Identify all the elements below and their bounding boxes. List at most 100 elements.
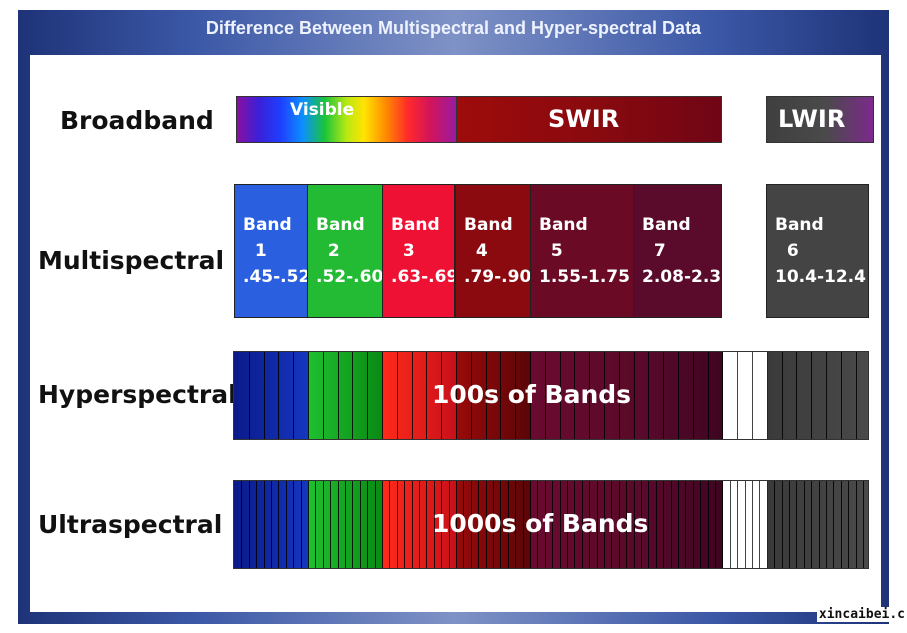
ultraspectral-divider: [574, 481, 576, 568]
row-label-ultraspectral: Ultraspectral: [38, 510, 223, 539]
ultraspectral-divider: [663, 481, 665, 568]
hyperspectral-segment: [456, 352, 531, 439]
ultraspectral-divider: [722, 481, 724, 568]
ultraspectral-divider: [729, 481, 731, 568]
ultraspectral-divider: [500, 481, 502, 568]
ultraspectral-divider: [396, 481, 398, 568]
ultraspectral-divider: [493, 481, 494, 568]
hyperspectral-divider: [678, 352, 679, 439]
hyperspectral-divider: [322, 352, 324, 439]
ultraspectral-divider: [367, 481, 369, 568]
ultraspectral-divider: [826, 481, 827, 568]
hyperspectral-divider: [663, 352, 665, 439]
hyperspectral-divider: [766, 352, 768, 439]
band-6: Band 6 10.4-12.4: [766, 184, 869, 318]
hyperspectral-divider: [840, 352, 842, 439]
hyperspectral-divider: [411, 352, 413, 439]
diagram-title: Difference Between Multispectral and Hyp…: [205, 18, 702, 38]
ultraspectral-divider: [678, 481, 679, 568]
hyperspectral-divider: [811, 352, 813, 439]
hyperspectral-divider: [692, 352, 694, 439]
hyperspectral-divider: [485, 352, 487, 439]
ultraspectral-divider: [470, 481, 472, 568]
hyperspectral-segment: [382, 352, 456, 439]
ultraspectral-divider: [707, 481, 709, 568]
watermark-text: xincaibei.c: [816, 607, 907, 622]
row-label-hyperspectral: Hyperspectral: [38, 380, 237, 409]
hyperspectral-divider: [456, 352, 457, 439]
ultraspectral-divider: [315, 481, 317, 568]
hyperspectral-text: 100s of Bands: [432, 380, 632, 409]
swir-label: SWIR: [548, 105, 620, 133]
lwir-bar: [766, 96, 874, 143]
ultraspectral-divider: [655, 481, 657, 568]
ultraspectral-divider: [774, 481, 776, 568]
ultraspectral-divider: [478, 481, 480, 568]
hyperspectral-divider: [544, 352, 546, 439]
ultraspectral-divider: [789, 481, 790, 568]
ultraspectral-divider: [581, 481, 583, 568]
hyperspectral-divider: [604, 352, 605, 439]
hyperspectral-divider: [515, 352, 517, 439]
hyperspectral-divider: [752, 352, 753, 439]
ultraspectral-divider: [463, 481, 465, 568]
band-4: Band 4 .79-.90: [455, 184, 531, 318]
ultraspectral-divider: [359, 481, 361, 568]
ultraspectral-divider: [411, 481, 413, 568]
ultraspectral-divider: [456, 481, 457, 568]
ultraspectral-divider: [863, 481, 864, 568]
ultraspectral-divider: [811, 481, 813, 568]
band-1: Band 1 .45-.52: [234, 184, 308, 318]
lwir-label: LWIR: [778, 105, 846, 133]
hyperspectral-segment: [234, 352, 308, 439]
ultraspectral-divider: [567, 481, 568, 568]
hyperspectral-divider: [826, 352, 827, 439]
ultraspectral-divider: [840, 481, 842, 568]
ultraspectral-divider: [256, 481, 258, 568]
ultraspectral-divider: [552, 481, 554, 568]
ultraspectral-divider: [685, 481, 687, 568]
hyperspectral-divider: [648, 352, 650, 439]
ultraspectral-divider: [448, 481, 450, 568]
ultraspectral-divider: [803, 481, 805, 568]
hyperspectral-divider: [530, 352, 531, 439]
ultraspectral-divider: [692, 481, 694, 568]
band-5: Band 5 1.55-1.75: [530, 184, 634, 318]
hyperspectral-divider: [352, 352, 354, 439]
hyperspectral-divider: [293, 352, 295, 439]
band-7: Band 7 2.08-2.35: [633, 184, 722, 318]
hyperspectral-divider: [618, 352, 620, 439]
hyperspectral-divider: [278, 352, 280, 439]
hyperspectral-divider: [500, 352, 502, 439]
hyperspectral-divider: [396, 352, 398, 439]
ultraspectral-divider: [515, 481, 517, 568]
ultraspectral-divider: [715, 481, 716, 568]
ultraspectral-divider: [248, 481, 250, 568]
ultraspectral-divider: [337, 481, 339, 568]
hyperspectral-divider: [796, 352, 798, 439]
hyperspectral-divider: [382, 352, 383, 439]
visible-spectrum-bar: [236, 96, 457, 143]
ultraspectral-divider: [522, 481, 524, 568]
hyperspectral-divider: [855, 352, 857, 439]
ultraspectral-segment: [767, 481, 868, 568]
ultraspectral-divider: [833, 481, 835, 568]
ultraspectral-divider: [611, 481, 613, 568]
ultraspectral-divider: [271, 481, 272, 568]
ultraspectral-divider: [285, 481, 287, 568]
hyperspectral-divider: [737, 352, 739, 439]
ultraspectral-divider: [641, 481, 642, 568]
ultraspectral-divider: [441, 481, 443, 568]
hyperspectral-divider: [263, 352, 265, 439]
ultraspectral-divider: [589, 481, 591, 568]
hyperspectral-segment: [767, 352, 868, 439]
ultraspectral-divider: [419, 481, 420, 568]
ultraspectral-divider: [293, 481, 295, 568]
band-2: Band 2 .52-.60: [307, 184, 383, 318]
ultraspectral-divider: [752, 481, 753, 568]
ultraspectral-divider: [352, 481, 354, 568]
ultraspectral-divider: [300, 481, 302, 568]
ultraspectral-divider: [485, 481, 487, 568]
ultraspectral-divider: [322, 481, 324, 568]
ultraspectral-divider: [241, 481, 243, 568]
